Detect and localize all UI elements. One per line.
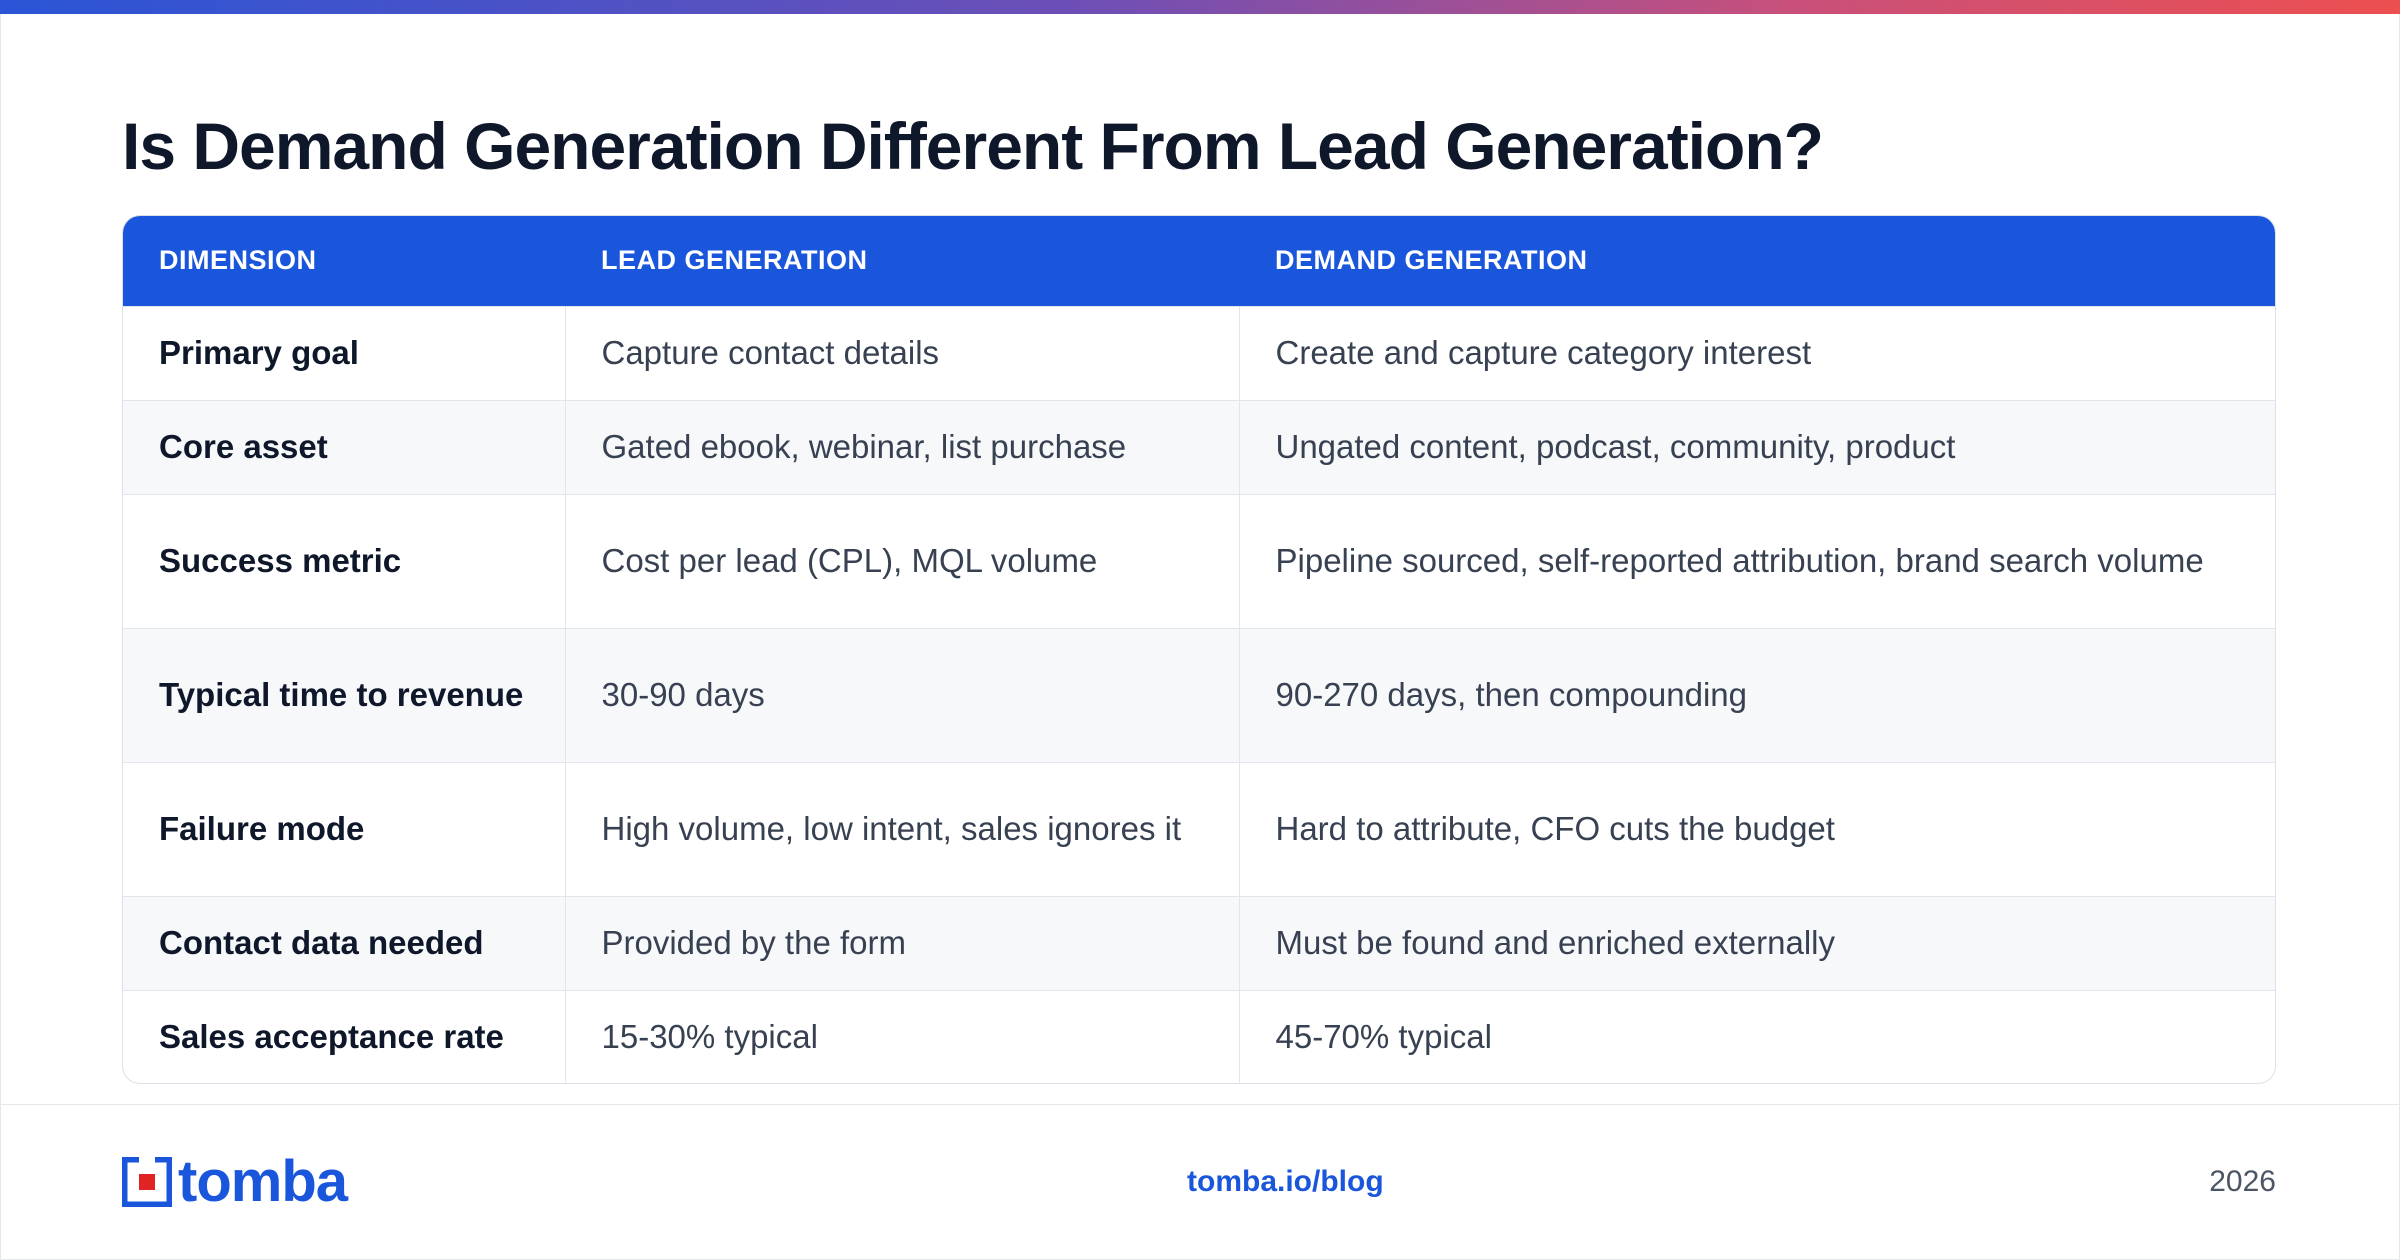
comparison-table: DIMENSION LEAD GENERATION DEMAND GENERAT… bbox=[122, 215, 2276, 1084]
table-row: Failure mode High volume, low intent, sa… bbox=[123, 761, 2275, 896]
lead-generation-cell: Capture contact details bbox=[564, 305, 1239, 400]
tomba-logo-mark-icon bbox=[122, 1157, 172, 1207]
table-header-row: DIMENSION LEAD GENERATION DEMAND GENERAT… bbox=[123, 216, 2275, 306]
row-dimension-label: Contact data needed bbox=[123, 895, 565, 990]
column-header-demand-generation: DEMAND GENERATION bbox=[1239, 216, 2275, 306]
demand-generation-cell: Pipeline sourced, self-reported attribut… bbox=[1238, 493, 2275, 628]
lead-generation-cell: Gated ebook, webinar, list purchase bbox=[564, 399, 1239, 494]
row-dimension-label: Typical time to revenue bbox=[123, 627, 565, 762]
demand-generation-cell: Must be found and enriched externally bbox=[1238, 895, 2275, 990]
table-row: Core asset Gated ebook, webinar, list pu… bbox=[123, 399, 2275, 494]
table-row: Contact data needed Provided by the form… bbox=[123, 895, 2275, 990]
column-header-dimension: DIMENSION bbox=[123, 216, 565, 306]
footer-year: 2026 bbox=[2209, 1165, 2276, 1198]
lead-generation-cell: 30-90 days bbox=[564, 627, 1239, 762]
tomba-logo[interactable]: tomba bbox=[122, 1149, 348, 1214]
demand-generation-cell: 90-270 days, then compounding bbox=[1238, 627, 2275, 762]
table-row: Success metric Cost per lead (CPL), MQL … bbox=[123, 493, 2275, 628]
row-dimension-label: Primary goal bbox=[123, 305, 565, 400]
row-dimension-label: Core asset bbox=[123, 399, 565, 494]
lead-generation-cell: High volume, low intent, sales ignores i… bbox=[564, 761, 1239, 896]
table-row: Sales acceptance rate 15-30% typical 45-… bbox=[123, 989, 2275, 1083]
row-dimension-label: Failure mode bbox=[123, 761, 565, 896]
demand-generation-cell: Ungated content, podcast, community, pro… bbox=[1238, 399, 2275, 494]
demand-generation-cell: Create and capture category interest bbox=[1238, 305, 2275, 400]
table-row: Typical time to revenue 30-90 days 90-27… bbox=[123, 627, 2275, 762]
lead-generation-cell: 15-30% typical bbox=[564, 989, 1239, 1083]
column-header-lead-generation: LEAD GENERATION bbox=[565, 216, 1239, 306]
page-title: Is Demand Generation Different From Lead… bbox=[122, 109, 1824, 183]
row-dimension-label: Sales acceptance rate bbox=[123, 989, 565, 1083]
blog-link[interactable]: tomba.io/blog bbox=[1187, 1165, 1384, 1198]
logo-wordmark: tomba bbox=[178, 1149, 348, 1214]
lead-generation-cell: Cost per lead (CPL), MQL volume bbox=[564, 493, 1239, 628]
row-dimension-label: Success metric bbox=[123, 493, 565, 628]
demand-generation-cell: Hard to attribute, CFO cuts the budget bbox=[1238, 761, 2275, 896]
demand-generation-cell: 45-70% typical bbox=[1238, 989, 2275, 1083]
footer-divider bbox=[0, 1104, 2400, 1105]
top-gradient-bar bbox=[0, 0, 2400, 14]
table-row: Primary goal Capture contact details Cre… bbox=[123, 305, 2275, 400]
lead-generation-cell: Provided by the form bbox=[564, 895, 1239, 990]
